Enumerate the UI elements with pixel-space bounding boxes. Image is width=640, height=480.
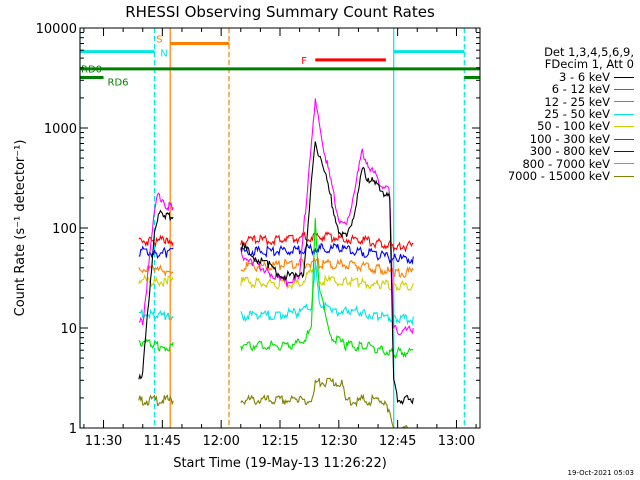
x-axis-label: Start Time (19-May-13 11:26:22)	[173, 456, 387, 471]
legend-item: 800 - 7000 keV	[478, 156, 634, 171]
flag-label: F	[301, 56, 307, 67]
series-line	[138, 218, 414, 360]
legend-label: 7000 - 15000 keV	[507, 169, 610, 184]
series-line	[138, 377, 414, 429]
legend-label: 800 - 7000 keV	[522, 156, 610, 171]
timestamp: 19-Oct-2021 05:03	[567, 469, 634, 477]
legend-label: 3 - 6 keV	[559, 69, 610, 84]
legend-label: 25 - 50 keV	[544, 107, 610, 122]
x-tick-label: 12:00	[202, 434, 239, 449]
legend-swatch	[614, 163, 634, 165]
legend-swatch	[614, 138, 634, 140]
legend-swatch	[614, 88, 634, 90]
y-tick-label: 10	[60, 322, 77, 337]
legend-label: 100 - 300 keV	[529, 131, 610, 146]
legend-swatch	[614, 150, 634, 152]
series-line	[138, 266, 414, 292]
y-tick-label: 1000	[44, 122, 77, 137]
x-tick-label: 11:45	[144, 434, 181, 449]
legend-item: 7000 - 15000 keV	[478, 170, 634, 182]
legend-swatch	[614, 76, 634, 78]
legend-item: 100 - 300 keV	[478, 131, 634, 146]
x-tick-label: 11:30	[85, 434, 122, 449]
series-line	[138, 260, 414, 326]
legend-item: 25 - 50 keV	[478, 108, 634, 120]
legend-item: 3 - 6 keV	[478, 69, 634, 84]
x-tick-label: 12:15	[261, 434, 298, 449]
y-tick-label: 100	[52, 222, 77, 237]
y-tick-label: 10000	[36, 22, 77, 37]
series-line	[138, 231, 414, 253]
legend-item: 50 - 100 keV	[478, 119, 634, 134]
legend-swatch	[614, 126, 634, 128]
x-tick-label: 13:00	[438, 434, 475, 449]
legend: Det 1,3,4,5,6,9, FDecim 1, Att 0 3 - 6 k…	[478, 46, 634, 182]
flag-label: S	[156, 34, 162, 45]
y-tick-label: 1	[69, 422, 77, 437]
chart-title: RHESSI Observing Summary Count Rates	[125, 3, 435, 21]
legend-label: 6 - 12 keV	[551, 82, 610, 97]
flag-label: RD0	[81, 64, 102, 75]
x-tick-label: 12:30	[320, 434, 357, 449]
series-line	[138, 242, 414, 265]
legend-label: 12 - 25 keV	[544, 94, 610, 109]
flag-label: N	[160, 49, 167, 60]
x-tick-label: 12:45	[379, 434, 416, 449]
series-line	[138, 257, 414, 278]
legend-item: 6 - 12 keV	[478, 82, 634, 97]
legend-header-line: Det 1,3,4,5,6,9,	[544, 45, 634, 59]
y-axis-label: Count Rate (s⁻¹ detector⁻¹)	[13, 140, 28, 317]
legend-swatch	[614, 113, 634, 115]
legend-label: 50 - 100 keV	[537, 119, 610, 134]
plot-frame	[79, 27, 481, 429]
series-line	[138, 98, 414, 336]
legend-item: 12 - 25 keV	[478, 94, 634, 109]
legend-header-line: FDecim 1, Att 0	[544, 57, 634, 72]
legend-label: 300 - 800 keV	[529, 144, 610, 159]
legend-item: 300 - 800 keV	[478, 144, 634, 159]
legend-swatch	[614, 101, 634, 103]
flag-label: RD6	[108, 77, 129, 88]
legend-swatch	[614, 175, 634, 177]
series-line	[138, 141, 414, 406]
